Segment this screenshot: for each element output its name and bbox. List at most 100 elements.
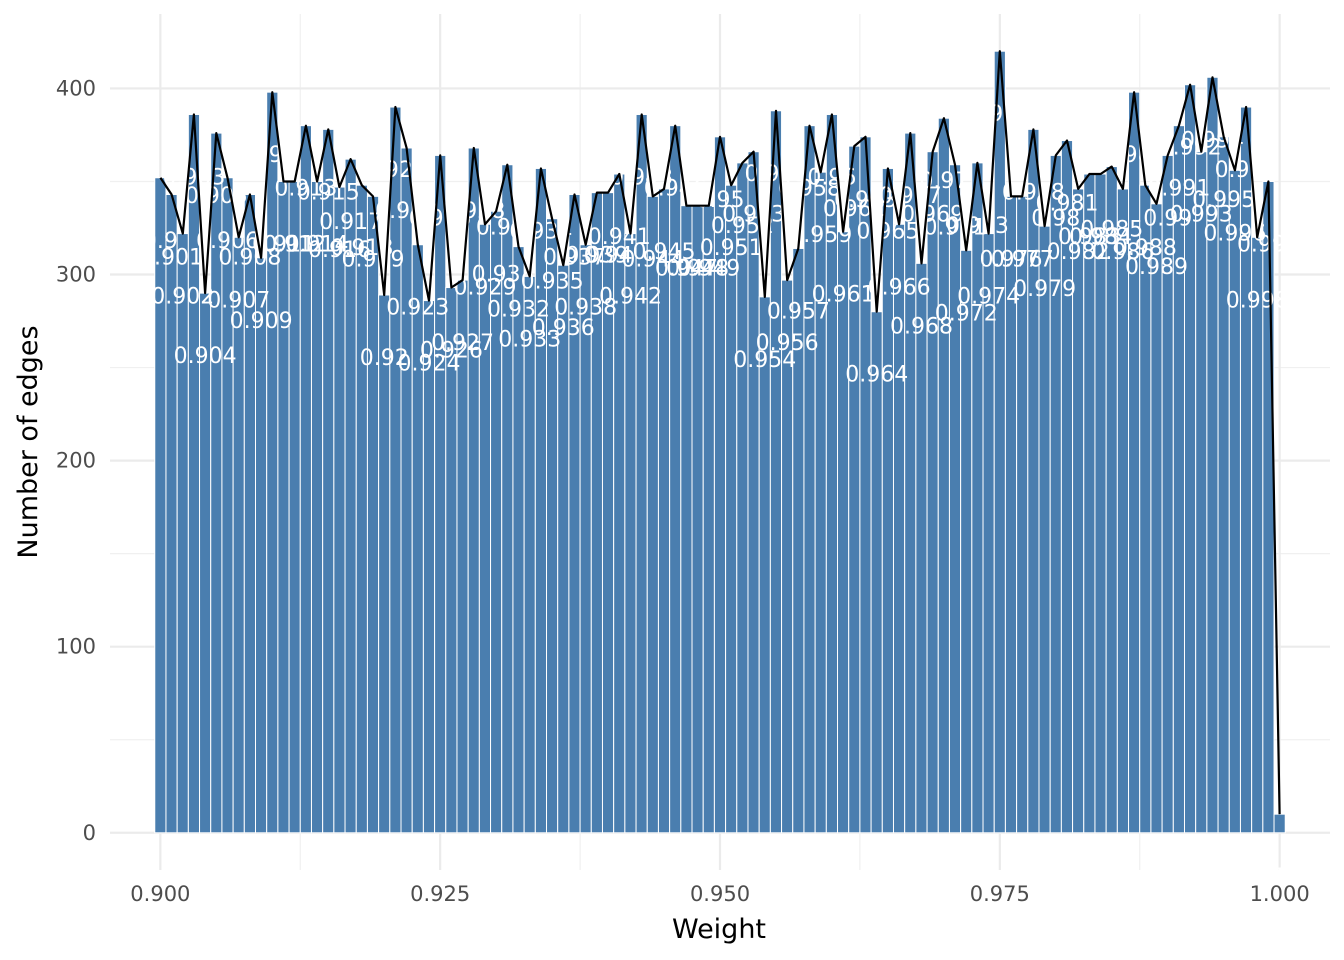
bar-value-label: 0.956 <box>756 331 819 356</box>
bar <box>355 184 368 834</box>
bar <box>870 311 883 834</box>
bar <box>814 171 827 834</box>
bar-value-label: 0.931 <box>476 216 539 241</box>
bar <box>624 233 637 834</box>
bar-value-label: 0.922 <box>375 199 438 224</box>
bar-value-label: 0.924 <box>397 352 460 377</box>
bar-value-label: 0.972 <box>935 301 998 326</box>
bar-value-label: 0.967 <box>879 184 942 209</box>
bar-value-label: 0.964 <box>845 363 908 388</box>
y-axis-title: Number of edges <box>13 325 44 558</box>
bar-value-label: 0.949 <box>677 257 740 282</box>
bar-value-label: 0.917 <box>319 210 382 235</box>
bar <box>1083 173 1096 834</box>
y-tick-label: 100 <box>56 635 96 659</box>
bar-value-label: 0.912 <box>263 232 326 257</box>
bar <box>1228 169 1241 834</box>
bar-value-label: 0.974 <box>957 285 1020 310</box>
bar <box>758 296 771 834</box>
bar-value-label: 0.977 <box>991 247 1054 272</box>
bar-value-label: 1 <box>1273 865 1287 890</box>
bar-value-label: 0.95 <box>696 188 745 213</box>
bar-value-label: 0.904 <box>174 344 237 369</box>
bar-value-label: 0.97 <box>919 169 968 194</box>
bar <box>310 180 324 834</box>
bar-value-label: 0.971 <box>924 216 987 241</box>
bar-value-label: 0.94 <box>584 244 633 269</box>
bar-value-label: 0.985 <box>1080 218 1143 243</box>
bar-value-label: 0.936 <box>532 316 595 341</box>
bar <box>434 154 447 834</box>
bar-value-label: 0.915 <box>297 180 360 205</box>
bar <box>333 186 346 834</box>
bar-value-label: 0.91 <box>248 143 297 168</box>
bar-value-label: 0.939 <box>565 244 628 269</box>
bar <box>960 249 973 834</box>
bar <box>1105 166 1118 834</box>
x-tick-label: 0.925 <box>410 882 470 906</box>
bar <box>848 145 861 834</box>
y-tick-label: 300 <box>56 263 96 287</box>
x-tick-label: 0.950 <box>690 882 750 906</box>
bar-value-label: 0.907 <box>207 288 270 313</box>
bar-value-label: 0.929 <box>453 275 516 300</box>
count-line <box>159 50 1281 815</box>
bar-value-label: 0.965 <box>856 219 919 244</box>
bar-value-label: 0.92 <box>360 346 409 371</box>
bar <box>926 151 939 834</box>
bar-value-label: 0.992 <box>1159 136 1222 161</box>
bar-value-label: 0.957 <box>767 299 830 324</box>
bar-value-label: 0.976 <box>980 247 1043 272</box>
bar <box>669 125 682 834</box>
bar <box>1195 151 1208 834</box>
bar-value-label: 0.982 <box>1047 240 1110 265</box>
bar <box>691 205 704 834</box>
bar <box>154 177 167 834</box>
bar-value-label: 0.934 <box>509 219 572 244</box>
bar-value-label: 0.983 <box>1058 225 1121 250</box>
y-tick-label: 200 <box>56 449 96 473</box>
bars <box>154 50 1286 834</box>
bar <box>1128 91 1141 834</box>
bar-value-label: 0.961 <box>812 283 875 308</box>
bar <box>915 262 928 834</box>
bar-value-label: 0.986 <box>1091 240 1154 265</box>
x-tick-label: 0.900 <box>130 882 190 906</box>
bar <box>378 294 391 834</box>
bar <box>1027 128 1040 834</box>
bar <box>1262 180 1275 834</box>
bar-value-label: 0.906 <box>196 229 259 254</box>
bar <box>523 275 536 834</box>
bar-value-label: 0.978 <box>1002 180 1065 205</box>
bar-value-label: 0.962 <box>823 197 886 222</box>
bar-value-label: 0.9 <box>143 229 178 254</box>
bar-value-label: 0.916 <box>308 238 371 263</box>
bar-value-label: 0.937 <box>543 246 606 271</box>
bar-value-label: 0.99 <box>1143 206 1192 231</box>
bar <box>702 205 715 834</box>
bar-value-label: 0.926 <box>420 339 483 364</box>
bar <box>1172 125 1185 834</box>
bar-value-label: 0.945 <box>633 240 696 265</box>
bar <box>199 292 212 834</box>
bar-value-label: 0.995 <box>1192 188 1255 213</box>
bar <box>881 167 894 834</box>
bar <box>1239 106 1253 834</box>
bar <box>993 50 1006 834</box>
bar <box>277 180 290 834</box>
bar <box>613 173 626 834</box>
bar <box>948 164 962 834</box>
bar-value-label: 0.989 <box>1125 255 1188 280</box>
bar-value-label: 0.905 <box>185 184 248 209</box>
bar-value-label: 0.973 <box>946 214 1009 239</box>
bar-value-label: 0.927 <box>431 331 494 356</box>
bar-value-label: 0.948 <box>666 257 729 282</box>
bar-value-label: 0.98 <box>1031 206 1080 231</box>
bar <box>187 113 201 834</box>
bar-value-label: 0.919 <box>342 247 405 272</box>
bar-value-label: 0.946 <box>644 177 707 202</box>
y-axis-tick-labels: 0 100 200 300 400 <box>56 76 96 844</box>
bar-value-label: 0.93 <box>472 262 521 287</box>
x-tick-label: 0.975 <box>970 882 1030 906</box>
